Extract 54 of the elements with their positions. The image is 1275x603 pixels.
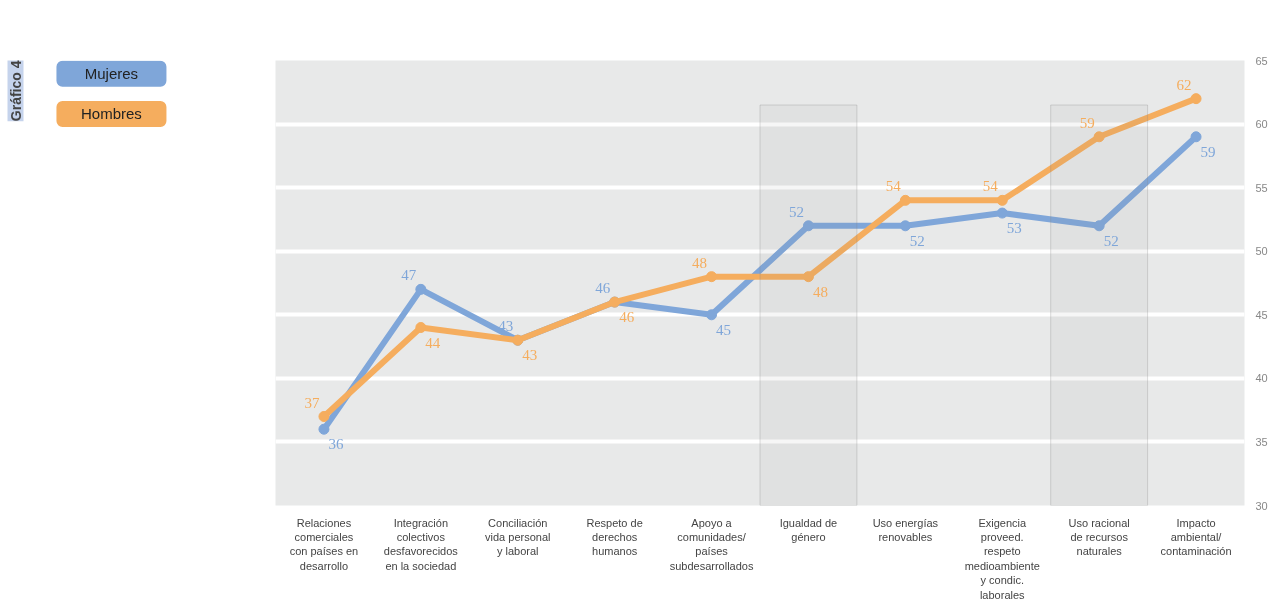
data-label: 46 xyxy=(619,309,635,326)
point xyxy=(996,207,1008,219)
point xyxy=(1190,131,1202,143)
data-label: 53 xyxy=(1006,220,1022,237)
point xyxy=(996,194,1008,206)
data-label: 48 xyxy=(812,283,828,300)
x-tick-label: Exigencia proveed. respeto medioambiente y condic. laborales xyxy=(964,516,1040,601)
data-label: 59 xyxy=(1079,114,1095,131)
data-label: 52 xyxy=(909,232,925,249)
data-label: 47 xyxy=(401,267,417,284)
point xyxy=(1093,131,1105,143)
data-label: 62 xyxy=(1176,76,1192,93)
data-label: 43 xyxy=(522,347,538,364)
x-tick-label: Relaciones comerciales con países en desarrollo xyxy=(289,516,359,572)
text: Gráfico 4 xyxy=(7,60,24,122)
point xyxy=(415,322,427,333)
y-tick-label: 65 xyxy=(1255,54,1268,67)
point xyxy=(318,423,330,435)
data-label: 52 xyxy=(1103,232,1119,249)
y-tick-label: 35 xyxy=(1255,435,1268,448)
point xyxy=(899,220,911,232)
point xyxy=(1093,220,1105,232)
y-tick-label: 45 xyxy=(1255,308,1268,321)
text: Mujeres xyxy=(84,65,139,83)
y-tick-label: 50 xyxy=(1255,245,1268,258)
x-tick-label: Apoyo a comunidades/ países subdesarrollados xyxy=(669,516,754,572)
x-tick-label: Impacto ambiental/ contaminación xyxy=(1160,516,1232,558)
y-tick-label: 30 xyxy=(1255,499,1268,512)
data-label: 48 xyxy=(692,254,708,271)
point xyxy=(1190,93,1202,105)
point xyxy=(415,283,427,295)
data-label: 46 xyxy=(595,280,611,297)
x-tick-label: Integración colectivos desfavorecidos en la sociedad xyxy=(383,516,459,572)
text: Hombres xyxy=(81,105,142,123)
data-label: 59 xyxy=(1200,143,1216,160)
data-label: 36 xyxy=(328,436,344,453)
data-label: 54 xyxy=(982,178,999,195)
x-tick-label: Uso energías renovables xyxy=(872,516,939,543)
data-label: 37 xyxy=(304,394,320,411)
point xyxy=(318,411,330,422)
x-tick-label: Conciliación vida personal y laboral xyxy=(485,516,551,558)
data-label: 44 xyxy=(425,334,441,351)
data-label: 45 xyxy=(716,321,732,338)
y-tick-label: 40 xyxy=(1255,372,1268,385)
y-tick-label: 55 xyxy=(1255,181,1268,194)
x-tick-label: Igualdad de género xyxy=(779,516,838,543)
point xyxy=(899,194,911,206)
point xyxy=(706,309,718,321)
data-label: 54 xyxy=(885,178,902,195)
y-tick-label: 60 xyxy=(1255,118,1268,131)
point xyxy=(802,220,814,232)
x-tick-label: Uso racional de recursos naturales xyxy=(1068,516,1130,558)
x-tick-label: Respeto de derechos humanos xyxy=(586,516,643,558)
data-label: 52 xyxy=(788,203,804,220)
